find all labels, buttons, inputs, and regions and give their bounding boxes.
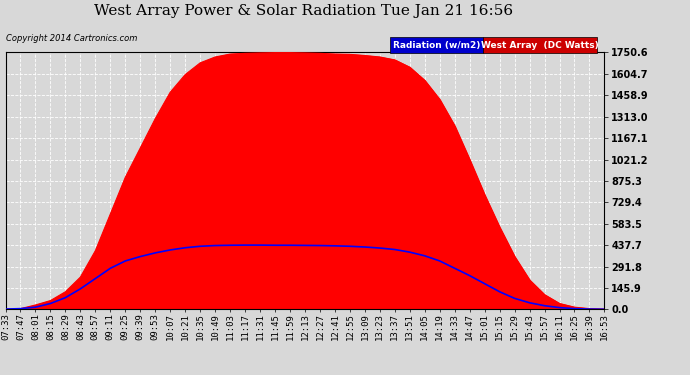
- Text: West Array Power & Solar Radiation Tue Jan 21 16:56: West Array Power & Solar Radiation Tue J…: [94, 4, 513, 18]
- Text: Radiation (w/m2): Radiation (w/m2): [393, 41, 480, 50]
- Text: West Array  (DC Watts): West Array (DC Watts): [481, 41, 599, 50]
- Text: Copyright 2014 Cartronics.com: Copyright 2014 Cartronics.com: [6, 34, 137, 43]
